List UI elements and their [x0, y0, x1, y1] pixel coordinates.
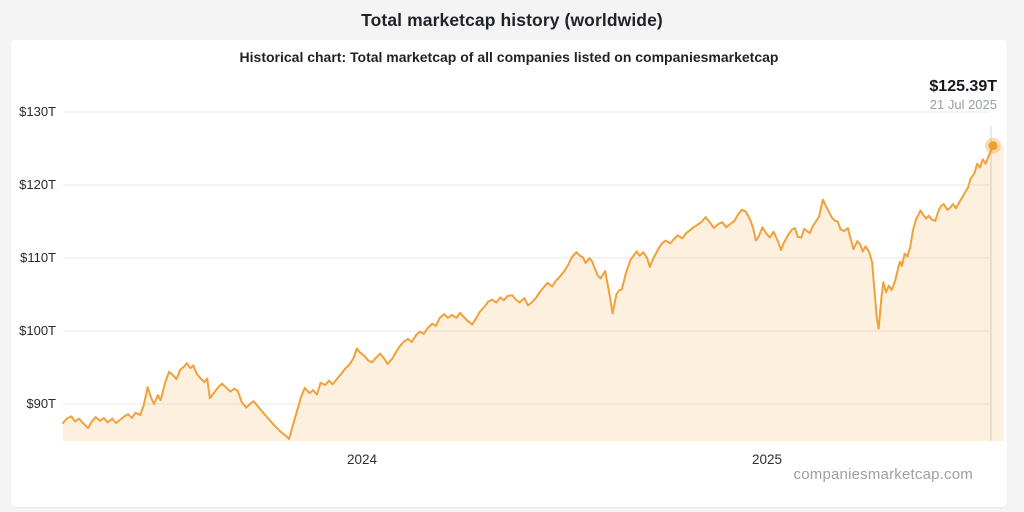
- y-axis-label: $100T: [19, 323, 56, 338]
- title-bar: Total marketcap history (worldwide): [0, 0, 1024, 40]
- watermark-text: companiesmarketcap.com: [793, 466, 973, 483]
- y-axis-label: $130T: [19, 104, 56, 119]
- last-value-tooltip: $125.39T 21 Jul 2025: [929, 78, 997, 113]
- chart-plot-area[interactable]: [63, 108, 1005, 441]
- last-value-label: $125.39T: [929, 78, 997, 95]
- last-value-date: 21 Jul 2025: [929, 97, 997, 112]
- chart-subtitle: Historical chart: Total marketcap of all…: [239, 49, 779, 65]
- x-axis-label: 2024: [346, 452, 378, 467]
- x-axis-label: 2025: [751, 452, 783, 467]
- y-axis-label: $110T: [20, 250, 56, 265]
- y-axis-label: $90T: [26, 396, 56, 411]
- y-axis-label: $120T: [19, 177, 56, 192]
- page-title: Total marketcap history (worldwide): [361, 9, 663, 30]
